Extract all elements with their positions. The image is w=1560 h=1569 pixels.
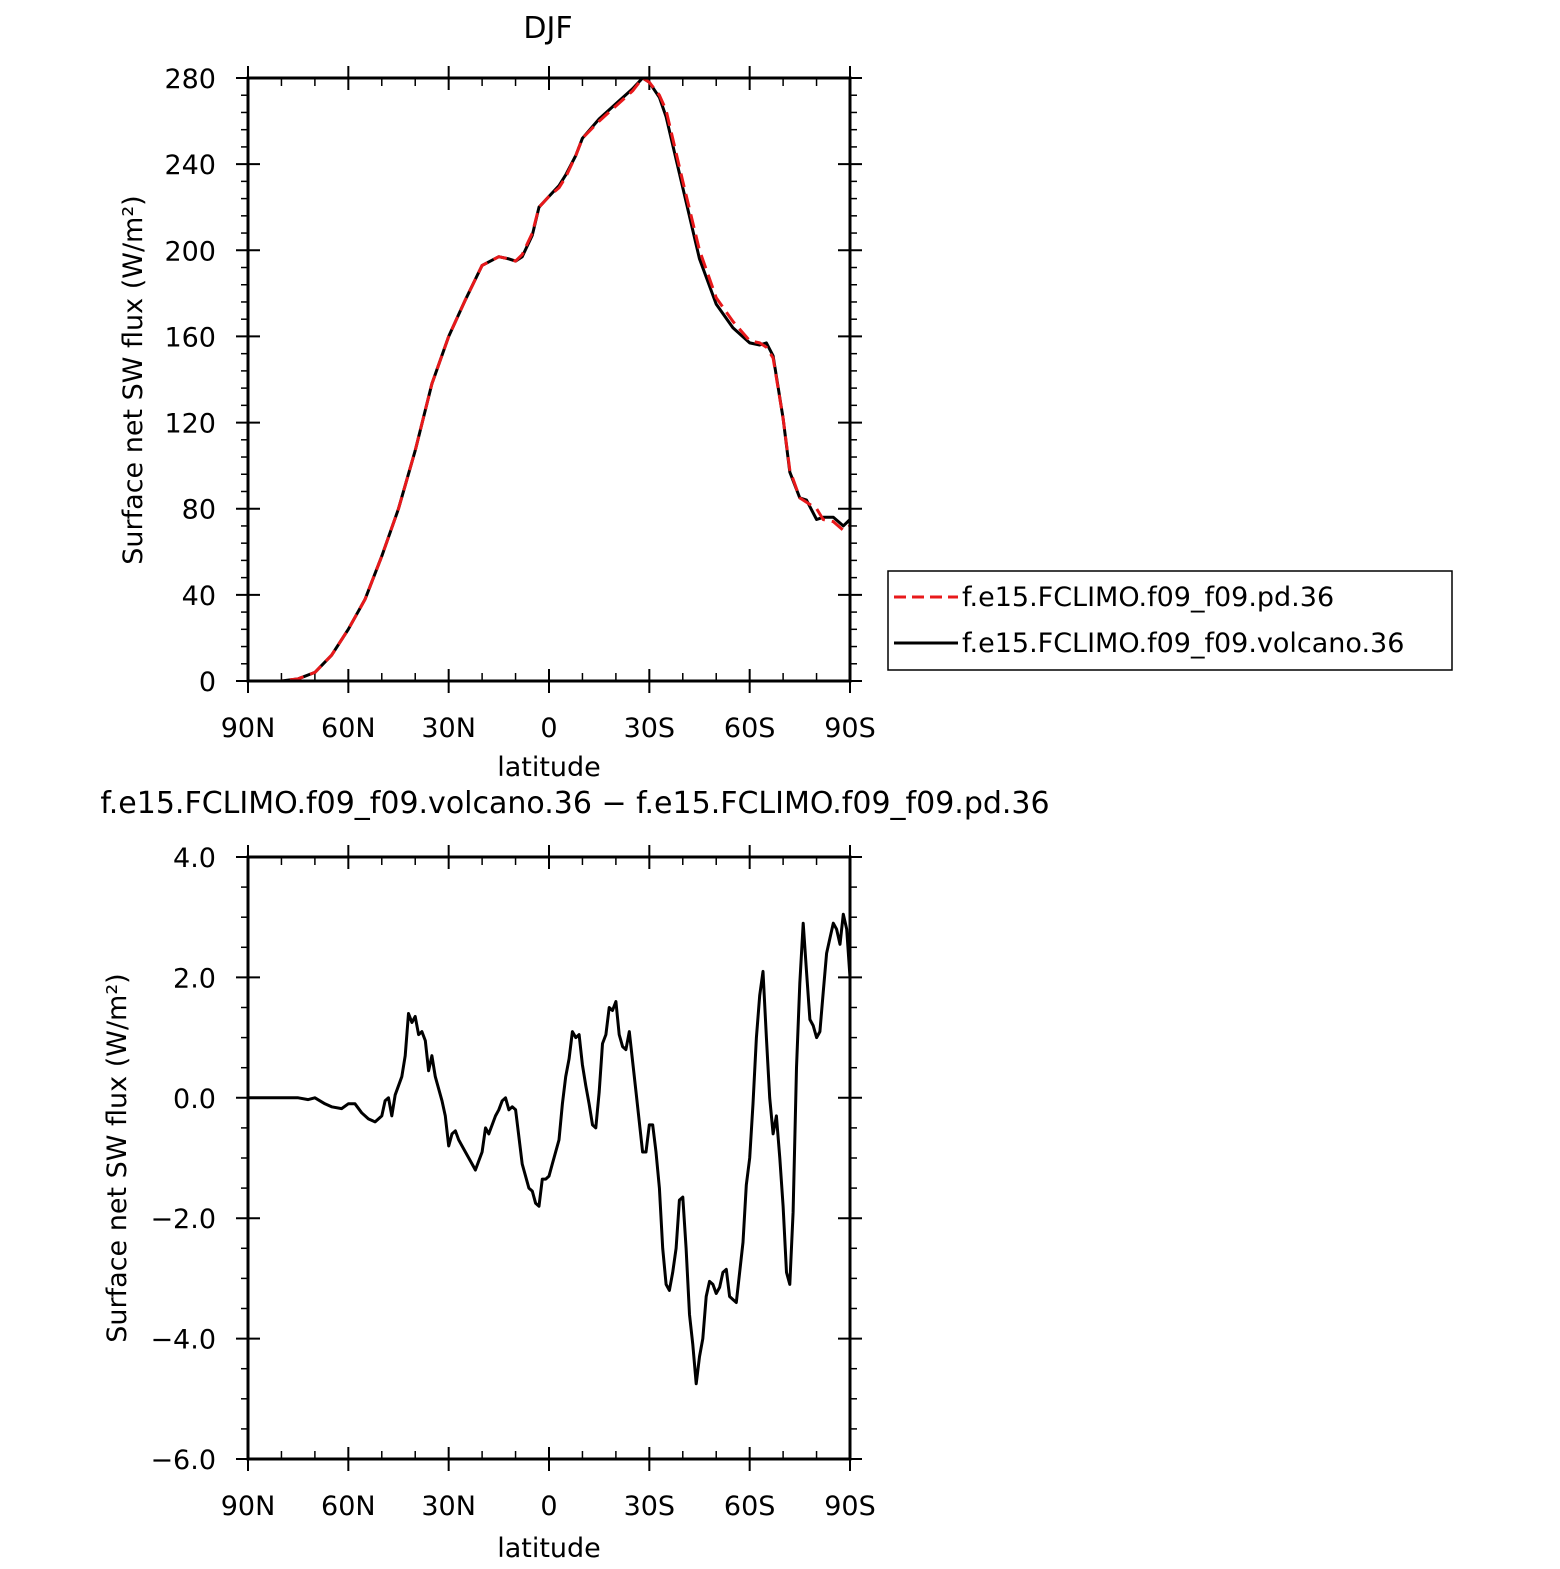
top-y-tick-label: 200 <box>164 236 216 267</box>
bottom-x-axis-label: latitude <box>497 1533 601 1564</box>
top-y-tick-label: 280 <box>164 64 216 95</box>
top-x-tick-label: 90S <box>824 713 876 744</box>
top-x-axis-label: latitude <box>497 752 601 783</box>
top-x-tick-label: 30S <box>624 713 676 744</box>
top-x-tick-label: 0 <box>540 713 557 744</box>
top-chart-title: DJF <box>523 11 572 46</box>
top-plot-frame <box>246 76 852 683</box>
bottom-x-tick-label: 60N <box>321 1491 376 1522</box>
bottom-y-tick-label: −6.0 <box>150 1445 216 1476</box>
top-y-tick-label: 40 <box>182 581 216 612</box>
top-y-tick-label: 120 <box>164 409 216 440</box>
legend-label-pd: f.e15.FCLIMO.f09_f09.pd.36 <box>962 582 1334 613</box>
top-y-tick-label: 240 <box>164 150 216 181</box>
bottom-x-tick-label: 0 <box>540 1491 557 1522</box>
top-series-line-2 <box>248 76 852 683</box>
top-panel: DJF 90N 60N 30N 0 30S 60S 90S 0 40 80 120 160 200 240… <box>118 11 1453 783</box>
bottom-series-line-1 <box>248 912 852 1386</box>
bottom-x-tick-label: 60S <box>724 1491 776 1522</box>
bottom-axis-ticks: 90N 60N 30N 0 30S 60S 90S 4.0 2.0 0.0 −2.0 −4.0 −6.0 <box>150 843 875 1522</box>
top-y-tick-label: 160 <box>164 322 216 353</box>
bottom-y-tick-label: 0.0 <box>173 1084 216 1115</box>
top-x-tick-label: 60N <box>321 713 376 744</box>
legend-box <box>887 570 1453 671</box>
top-x-tick-label: 60S <box>724 713 776 744</box>
bottom-y-tick-label: −2.0 <box>150 1204 216 1235</box>
bottom-x-tick-label: 30N <box>421 1491 476 1522</box>
bottom-y-tick-label: 4.0 <box>173 843 216 874</box>
bottom-y-tick-label: −4.0 <box>150 1325 216 1356</box>
bottom-x-tick-label: 30S <box>624 1491 676 1522</box>
bottom-plot-frame <box>246 855 852 1461</box>
top-axis-ticks: 90N 60N 30N 0 30S 60S 90S 0 40 80 120 160 200 240 280 <box>164 64 875 744</box>
top-y-tick-label: 0 <box>199 667 216 698</box>
top-series-group <box>248 76 852 683</box>
bottom-y-tick-label: 2.0 <box>173 963 216 994</box>
top-x-tick-label: 30N <box>421 713 476 744</box>
legend-label-volcano: f.e15.FCLIMO.f09_f09.volcano.36 <box>962 628 1404 659</box>
bottom-y-axis-label: Surface net SW flux (W/m²) <box>102 973 133 1342</box>
bottom-x-tick-label: 90S <box>824 1491 876 1522</box>
bottom-panel: f.e15.FCLIMO.f09_f09.volcano.36 − f.e15.… <box>100 786 1049 1564</box>
bottom-series-group <box>248 912 852 1386</box>
top-y-axis-label: Surface net SW flux (W/m²) <box>118 195 149 564</box>
bottom-x-tick-label: 90N <box>221 1491 276 1522</box>
top-x-tick-label: 90N <box>221 713 276 744</box>
top-y-tick-label: 80 <box>182 495 216 526</box>
bottom-chart-title: f.e15.FCLIMO.f09_f09.volcano.36 − f.e15.… <box>100 786 1049 821</box>
top-series-line-1 <box>248 76 851 683</box>
legend: f.e15.FCLIMO.f09_f09.pd.36 f.e15.FCLIMO.… <box>887 570 1453 671</box>
